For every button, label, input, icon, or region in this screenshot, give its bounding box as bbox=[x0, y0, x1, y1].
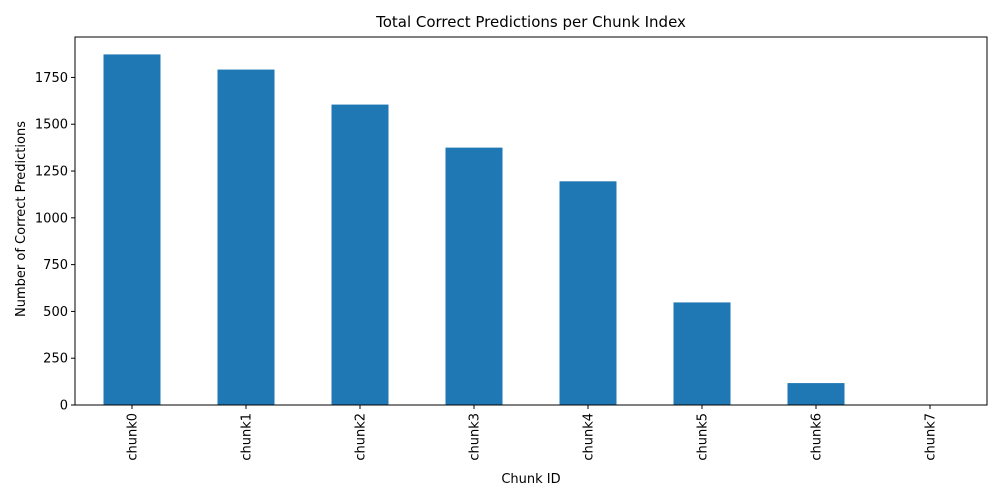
bar-chunk5 bbox=[673, 302, 731, 405]
y-axis-label: Number of Correct Predictions bbox=[14, 121, 29, 317]
x-tick-label: chunk4 bbox=[582, 413, 597, 461]
bar-chunk6 bbox=[787, 383, 845, 405]
bar-chunk3 bbox=[445, 147, 503, 405]
bar-chunk0 bbox=[103, 54, 161, 406]
x-axis-label: Chunk ID bbox=[501, 472, 560, 487]
bar-chunk2 bbox=[331, 104, 389, 405]
x-tick-label: chunk6 bbox=[810, 413, 825, 461]
x-tick-label: chunk2 bbox=[354, 413, 369, 461]
x-tick-label: chunk7 bbox=[924, 413, 939, 461]
x-tick-label: chunk3 bbox=[468, 413, 483, 461]
axes-layer bbox=[74, 36, 988, 406]
chart-title: Total Correct Predictions per Chunk Inde… bbox=[375, 13, 686, 31]
x-tick-label: chunk1 bbox=[240, 413, 255, 461]
y-tick-label: 1500 bbox=[35, 118, 68, 133]
x-tick-label: chunk0 bbox=[126, 413, 141, 461]
bar-chunk1 bbox=[217, 69, 275, 405]
ticks-layer: 0 250 500 750 1000 1250 1500 1750 chunk0 chunk1 ch… bbox=[35, 71, 939, 461]
y-tick-label: 500 bbox=[43, 305, 68, 320]
y-tick-label: 750 bbox=[43, 258, 68, 273]
x-tick-label: chunk5 bbox=[696, 413, 711, 461]
plot-frame bbox=[74, 36, 988, 406]
y-tick-label: 0 bbox=[60, 399, 68, 414]
bars-layer bbox=[103, 54, 845, 406]
y-tick-label: 250 bbox=[43, 352, 68, 367]
y-tick-label: 1250 bbox=[35, 165, 68, 180]
y-tick-label: 1000 bbox=[35, 211, 68, 226]
bar-chunk4 bbox=[559, 181, 617, 405]
y-tick-label: 1750 bbox=[35, 71, 68, 86]
